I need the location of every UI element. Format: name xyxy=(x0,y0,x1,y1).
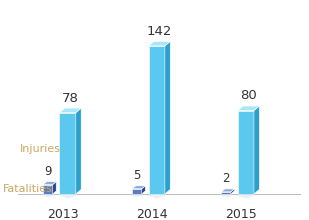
Polygon shape xyxy=(132,189,142,194)
Polygon shape xyxy=(76,108,81,194)
Text: 78: 78 xyxy=(62,92,79,104)
Polygon shape xyxy=(57,195,78,199)
Polygon shape xyxy=(60,108,81,113)
Polygon shape xyxy=(129,195,144,198)
Polygon shape xyxy=(142,186,145,194)
Polygon shape xyxy=(43,185,53,194)
Polygon shape xyxy=(146,195,167,199)
Text: 2014: 2014 xyxy=(136,208,167,220)
Polygon shape xyxy=(238,110,254,194)
Polygon shape xyxy=(165,41,170,194)
Polygon shape xyxy=(149,46,165,194)
Polygon shape xyxy=(235,195,256,199)
Text: 2013: 2013 xyxy=(47,208,78,220)
Text: 9: 9 xyxy=(44,165,52,178)
Text: 142: 142 xyxy=(147,25,172,38)
Polygon shape xyxy=(132,186,145,189)
Polygon shape xyxy=(53,182,56,194)
Polygon shape xyxy=(149,41,170,46)
Text: 2015: 2015 xyxy=(225,208,256,220)
Polygon shape xyxy=(254,106,259,194)
Polygon shape xyxy=(238,106,259,110)
Polygon shape xyxy=(219,195,234,198)
Polygon shape xyxy=(40,195,55,198)
Text: Fatalities: Fatalities xyxy=(3,184,53,194)
Text: 2: 2 xyxy=(222,172,230,185)
Polygon shape xyxy=(221,192,231,194)
Text: Injuries: Injuries xyxy=(19,144,61,154)
Polygon shape xyxy=(231,189,234,194)
Text: 80: 80 xyxy=(240,89,257,103)
Polygon shape xyxy=(43,182,56,185)
Polygon shape xyxy=(221,189,234,192)
Polygon shape xyxy=(60,113,76,194)
Text: 5: 5 xyxy=(133,169,141,182)
